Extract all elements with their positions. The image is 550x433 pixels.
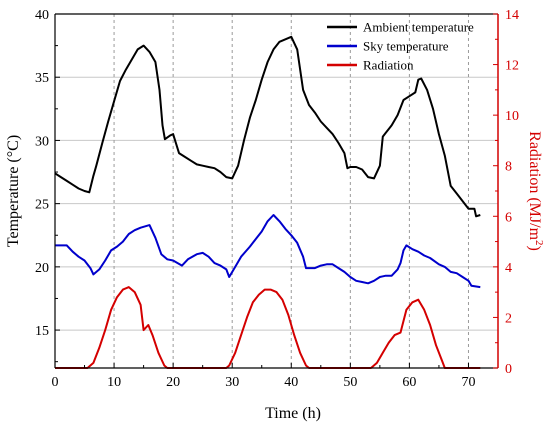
y-left-tick-label: 20 bbox=[35, 261, 49, 276]
series-line-2 bbox=[55, 214, 481, 289]
y-axis-left-title: Temperature (°C) bbox=[5, 135, 22, 247]
y-left-tick-label: 15 bbox=[35, 324, 49, 339]
y-left-tick-label: 25 bbox=[35, 198, 49, 213]
x-tick-label: 30 bbox=[225, 375, 239, 390]
x-tick-label: 60 bbox=[402, 375, 416, 390]
y-axis-right-title-close: ) bbox=[526, 246, 543, 251]
x-tick-label: 70 bbox=[461, 375, 475, 390]
y-right-tick-label: 4 bbox=[505, 261, 512, 276]
legend-label-2: Sky temperature bbox=[363, 39, 449, 54]
y-axis-right-title-text: Radiation (MJ/m bbox=[526, 131, 543, 240]
series-group bbox=[54, 35, 481, 369]
x-tick-label: 0 bbox=[52, 375, 59, 390]
series-line-1 bbox=[54, 35, 481, 218]
y-axis-right-title-sup: 2 bbox=[533, 240, 545, 246]
legend-label-3: Radiation bbox=[363, 58, 414, 73]
y-right-tick-label: 0 bbox=[505, 362, 512, 377]
plot-frame bbox=[54, 13, 499, 369]
legend-label-1: Ambient temperature bbox=[363, 20, 474, 35]
y-right-tick-label: 12 bbox=[505, 59, 519, 74]
x-tick-label: 10 bbox=[107, 375, 121, 390]
y-right-tick-label: 2 bbox=[505, 311, 512, 326]
grid-lines bbox=[55, 13, 498, 368]
y-right-tick-label: 10 bbox=[505, 109, 519, 124]
y-left-tick-label: 35 bbox=[35, 71, 49, 86]
y-right-tick-label: 8 bbox=[505, 160, 512, 175]
x-tick-label: 50 bbox=[343, 375, 357, 390]
series-line-3 bbox=[55, 286, 481, 369]
x-axis-title: Time (h) bbox=[265, 405, 321, 422]
y-axis-right-title: Radiation (MJ/m2) bbox=[526, 131, 545, 251]
x-tick-label: 20 bbox=[166, 375, 180, 390]
y-left-tick-label: 30 bbox=[35, 134, 49, 149]
legend: Ambient temperature Sky temperature Radiat… bbox=[327, 20, 474, 73]
y-right-tick-label: 14 bbox=[505, 8, 519, 23]
tick-group: 0 10 20 30 40 50 60 70 15 20 25 30 35 40 0 2 4 6 8 10 12 14 bbox=[35, 8, 519, 390]
y-right-tick-label: 6 bbox=[505, 210, 512, 225]
x-tick-label: 40 bbox=[284, 375, 298, 390]
y-left-tick-label: 40 bbox=[35, 8, 49, 23]
